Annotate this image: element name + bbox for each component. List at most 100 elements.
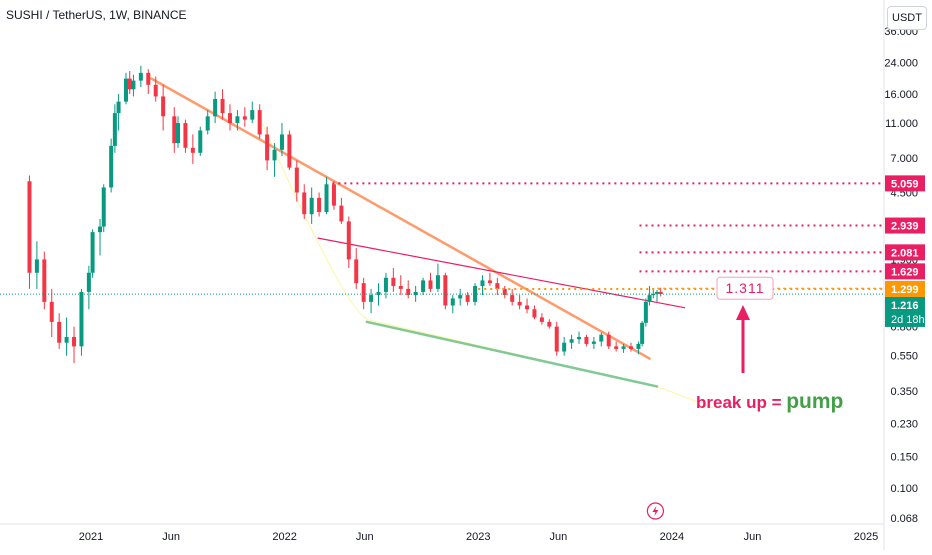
candle-body	[172, 116, 177, 144]
x-tick-label: Jun	[744, 531, 762, 543]
candle-body	[562, 342, 567, 352]
candle-body	[127, 78, 132, 90]
candle-body	[547, 321, 552, 327]
pink-resistance-line	[317, 237, 686, 309]
candle-body	[302, 192, 307, 215]
y-tick-label: 0.068	[890, 513, 918, 525]
y-tick-label: 0.230	[890, 418, 918, 430]
candle-body	[57, 321, 62, 343]
candle-body	[647, 295, 652, 302]
yellow-curve	[261, 122, 714, 409]
candle-body	[636, 343, 641, 349]
candle-body	[49, 301, 54, 322]
candle-body	[27, 181, 32, 273]
candle-body	[287, 134, 292, 168]
candle-body	[198, 130, 203, 153]
price-tag-label: 2.081	[891, 247, 919, 259]
x-tick-label: 2021	[79, 531, 103, 543]
candle-body	[205, 116, 210, 131]
lightning-bolt-icon	[652, 506, 659, 516]
candle-body	[654, 291, 659, 294]
candle-body	[502, 288, 507, 296]
candle-body	[220, 98, 225, 114]
price-tag-label: 1.629	[891, 266, 919, 278]
candle-body	[294, 167, 299, 193]
price-tag-label: 1.216	[891, 300, 919, 312]
candle-body	[621, 346, 626, 349]
candle-body	[190, 147, 195, 153]
x-tick-label: 2022	[272, 531, 296, 543]
candle-body	[584, 336, 589, 344]
candle-body	[146, 72, 151, 85]
candle-body	[346, 221, 351, 260]
candle-body	[591, 341, 596, 344]
candle-body	[42, 259, 47, 302]
orange-downtrend-line	[150, 77, 651, 360]
candle-body	[495, 283, 500, 289]
price-tag	[885, 217, 925, 234]
candle-body	[443, 275, 448, 306]
candle-body	[161, 96, 166, 117]
price-levels	[0, 182, 884, 295]
y-tick-label: 0.100	[890, 483, 918, 495]
y-tick-label: 16.000	[884, 89, 918, 101]
annotation-text: break up = pump	[696, 390, 843, 413]
candle-body	[279, 134, 284, 150]
y-tick-label: 11.000	[885, 118, 918, 130]
currency-button[interactable]: USDT	[887, 6, 927, 30]
y-tick-label: 0.550	[890, 351, 918, 363]
candle-body	[391, 277, 396, 286]
candle-body	[72, 336, 77, 347]
price-tag	[885, 263, 925, 280]
candle-body	[317, 197, 322, 212]
annotations: 1.311 break up = pump	[646, 276, 884, 520]
candle-body	[421, 280, 426, 292]
candle-body	[354, 259, 359, 284]
candle-body	[517, 301, 522, 306]
annotation-price-box	[716, 276, 774, 300]
annotation-price-label: 1.311	[726, 280, 765, 296]
x-tick-label: 2025	[854, 531, 878, 543]
candle-body	[138, 72, 143, 81]
candle-body	[34, 259, 39, 273]
price-tag-label: 2.939	[891, 221, 919, 233]
candle-body	[86, 272, 91, 292]
candle-body	[480, 280, 485, 286]
candle-body	[116, 101, 121, 114]
candle-body	[309, 197, 314, 215]
time-axis[interactable]: 2021 Jun 2022 Jun 2023 Jun 2024 Jun 2025	[0, 523, 884, 543]
x-tick-label: 2024	[660, 531, 684, 543]
candle-body	[183, 123, 188, 148]
candle-body	[101, 187, 106, 227]
symbol-title: SUSHI / TetherUS, 1W, BINANCE	[6, 8, 187, 22]
candle-body	[532, 309, 537, 318]
candle-body	[525, 305, 530, 310]
price-axis[interactable]: 36.00024.00016.00011.0007.0004.5002.9001…	[883, 0, 925, 550]
candles	[27, 65, 663, 364]
candle-body	[398, 285, 403, 289]
candle-body	[369, 295, 374, 302]
candle-body	[331, 184, 336, 206]
y-tick-label: 24.000	[884, 57, 918, 69]
candle-body	[629, 346, 634, 349]
candle-body	[265, 134, 270, 161]
candle-body	[98, 226, 103, 233]
candle-body	[413, 291, 418, 296]
candle-body	[473, 285, 478, 302]
candle-body	[376, 291, 381, 296]
candle-body	[435, 275, 440, 289]
candle-body	[643, 301, 648, 323]
candle-body	[577, 336, 582, 340]
candle-body	[250, 110, 255, 120]
candle-body	[272, 149, 277, 161]
candle-body	[599, 334, 604, 342]
price-tag	[885, 175, 925, 192]
y-tick-label: 0.150	[890, 452, 918, 464]
candle-body	[554, 326, 559, 352]
candle-body	[658, 291, 663, 295]
green-support-line	[365, 320, 659, 388]
candle-body	[131, 80, 136, 90]
candle-body	[606, 334, 611, 347]
